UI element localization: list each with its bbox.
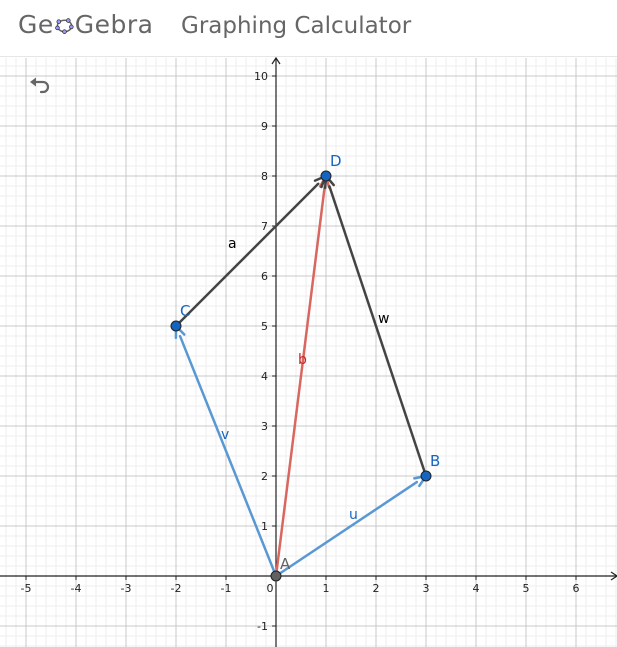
point-D[interactable] (320, 170, 332, 182)
vector-a[interactable] (174, 174, 328, 328)
vector-w-label: w (378, 311, 389, 327)
point-labels-layer: A B C D (180, 152, 440, 573)
vector-a-label: a (228, 236, 237, 252)
y-tick-label: 8 (261, 170, 268, 183)
vector-labels-layer: u v b a w (221, 236, 389, 523)
vector-b-label: b (298, 352, 307, 368)
logo-o-icon (54, 18, 74, 34)
point-C[interactable] (170, 320, 182, 332)
app-title: Graphing Calculator (181, 13, 412, 39)
vector-v-label: v (221, 427, 229, 443)
graphics-view[interactable]: -5 -4 -3 -2 -1 0 1 2 3 4 5 6 -1 1 2 3 4 5 6 7 8 9 10 u v b a w A B C… (0, 56, 617, 647)
vector-a-shaft[interactable] (174, 182, 320, 328)
point-B-label: B (430, 452, 440, 470)
point-D-label: D (330, 152, 342, 170)
geogebra-logo[interactable]: Ge Gebra (18, 10, 154, 39)
x-tick-label: 1 (323, 582, 330, 595)
y-tick-label: -1 (257, 620, 268, 633)
x-tick-label: 4 (473, 582, 480, 595)
x-tick-label: 2 (373, 582, 380, 595)
app-header: Ge Gebra Graphing Calculator (0, 0, 617, 57)
tick-labels: -5 -4 -3 -2 -1 0 1 2 3 4 5 6 -1 1 2 3 4 5 6 7 8 9 10 (21, 70, 580, 633)
point-C-label: C (180, 302, 190, 320)
points-layer (170, 170, 432, 582)
logo-text-right: Gebra (74, 10, 154, 39)
x-tick-label: -4 (71, 582, 82, 595)
axes (0, 56, 617, 647)
y-tick-label: 4 (261, 370, 268, 383)
y-tick-label: 2 (261, 470, 268, 483)
x-tick-label: 0 (267, 582, 274, 595)
x-tick-label: 3 (423, 582, 430, 595)
graph-canvas[interactable]: -5 -4 -3 -2 -1 0 1 2 3 4 5 6 -1 1 2 3 4 5 6 7 8 9 10 u v b a w A B C… (0, 56, 617, 647)
undo-icon[interactable] (28, 76, 54, 96)
point-B[interactable] (420, 470, 432, 482)
x-tick-label: 5 (523, 582, 530, 595)
y-tick-label: 5 (261, 320, 268, 333)
vector-w-shaft[interactable] (328, 185, 428, 478)
y-tick-label: 10 (254, 70, 268, 83)
x-axis-arrow (610, 571, 617, 581)
point-A[interactable] (270, 570, 282, 582)
minor-grid (0, 58, 617, 647)
vector-b-shaft[interactable] (274, 185, 326, 578)
vector-u-label: u (349, 507, 358, 523)
y-tick-label: 3 (261, 420, 268, 433)
y-tick-label: 9 (261, 120, 268, 133)
y-tick-label: 1 (261, 520, 268, 533)
vectors-layer (174, 174, 428, 578)
point-A-label: A (280, 555, 291, 573)
y-axis-arrow (271, 56, 281, 65)
vector-u-shaft[interactable] (274, 480, 419, 578)
major-grid (0, 58, 617, 647)
x-tick-label: 6 (573, 582, 580, 595)
x-tick-label: -2 (171, 582, 182, 595)
vector-v-shaft[interactable] (178, 334, 278, 578)
y-tick-label: 7 (261, 220, 268, 233)
x-tick-label: -3 (121, 582, 132, 595)
x-tick-label: -1 (221, 582, 232, 595)
x-tick-label: -5 (21, 582, 32, 595)
y-tick-label: 6 (261, 270, 268, 283)
logo-text-left: Ge (18, 10, 54, 39)
